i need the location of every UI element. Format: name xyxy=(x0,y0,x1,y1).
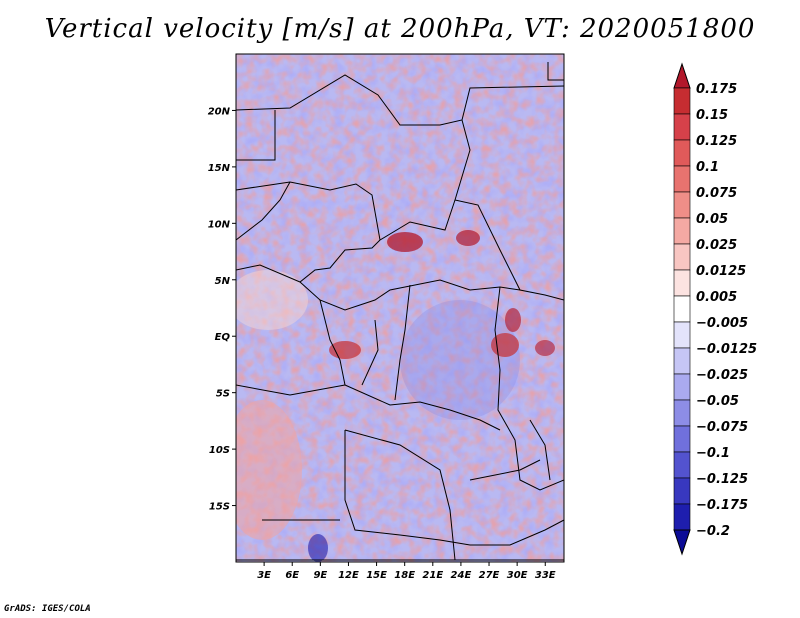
colorbar-label: −0.0125 xyxy=(696,342,757,357)
x-axis: 3E 6E 9E 12E 15E 18E 21E 24E 27E 30E 33E xyxy=(257,562,556,581)
x-tick-label: 33E xyxy=(535,570,556,581)
colorbar-label: 0.075 xyxy=(696,186,737,201)
x-tick-label: 24E xyxy=(451,570,472,581)
colorbar-bottom-arrow xyxy=(673,529,691,556)
colorbar-label: −0.075 xyxy=(696,420,748,435)
x-tick-label: 12E xyxy=(338,570,359,581)
colorbar-label: 0.05 xyxy=(696,212,728,227)
x-tick-label: 18E xyxy=(394,570,415,581)
y-tick-label: 15N xyxy=(208,163,231,174)
colorbar-label: 0.175 xyxy=(696,82,737,97)
y-tick-label: 10N xyxy=(208,219,231,230)
colorbar-swatch xyxy=(673,425,691,453)
x-tick-label: 15E xyxy=(366,570,387,581)
colorbar-swatch xyxy=(673,243,691,271)
x-tick-label: 21E xyxy=(422,570,443,581)
colorbar-label: −0.175 xyxy=(696,498,748,513)
y-tick-label: 5S xyxy=(216,389,230,400)
colorbar-swatch xyxy=(673,217,691,245)
colorbar-label: −0.05 xyxy=(696,394,739,409)
colorbar-label: −0.125 xyxy=(696,472,748,487)
colorbar-swatch xyxy=(673,191,691,219)
colorbar-label: −0.2 xyxy=(696,524,730,539)
colorbar-label: 0.025 xyxy=(696,238,737,253)
heatmap-field xyxy=(236,54,564,562)
x-tick-label: 27E xyxy=(479,570,500,581)
colorbar-swatch xyxy=(673,451,691,479)
map-frame xyxy=(235,53,565,563)
colorbar-top-arrow xyxy=(673,62,691,89)
colorbar-swatch xyxy=(673,139,691,167)
colorbar-label: 0.125 xyxy=(696,134,737,149)
y-axis: 20N 15N 10N 5N EQ 5S 10S 15S xyxy=(208,106,236,513)
colorbar-swatch xyxy=(673,399,691,427)
colorbar-label: −0.005 xyxy=(696,316,748,331)
y-tick-label: 10S xyxy=(209,445,230,456)
country-borders xyxy=(236,62,564,561)
colorbar-swatch xyxy=(673,321,691,349)
colorbar-label: −0.1 xyxy=(696,446,730,461)
x-tick-label: 30E xyxy=(507,570,528,581)
y-tick-label: 5N xyxy=(215,276,231,287)
colorbar-swatch xyxy=(673,503,691,531)
y-tick-label: 15S xyxy=(209,502,230,513)
colorbar-label: −0.025 xyxy=(696,368,748,383)
colorbar-swatch xyxy=(673,347,691,375)
colorbar-swatch xyxy=(673,269,691,297)
colorbar-label: 0.1 xyxy=(696,160,719,175)
colorbar-swatch xyxy=(673,373,691,401)
chart-title: Vertical velocity [m/s] at 200hPa, VT: 2… xyxy=(44,14,756,44)
x-tick-label: 3E xyxy=(257,570,271,581)
x-tick-label: 6E xyxy=(285,570,299,581)
colorbar: 0.175 0.15 0.125 0.1 0.075 0.05 0.025 0.0125 0.0… xyxy=(673,62,757,556)
colorbar-label: 0.0125 xyxy=(696,264,746,279)
y-tick-label: EQ xyxy=(215,332,231,343)
y-tick-label: 20N xyxy=(208,106,231,117)
colorbar-swatch xyxy=(673,295,691,323)
colorbar-label: 0.15 xyxy=(696,108,728,123)
colorbar-swatch xyxy=(673,87,691,115)
colorbar-label: 0.005 xyxy=(696,290,737,305)
colorbar-swatch xyxy=(673,477,691,505)
x-tick-label: 9E xyxy=(313,570,327,581)
colorbar-swatch xyxy=(673,113,691,141)
grads-credit: GrADS: IGES/COLA xyxy=(4,604,91,614)
colorbar-swatch xyxy=(673,165,691,193)
